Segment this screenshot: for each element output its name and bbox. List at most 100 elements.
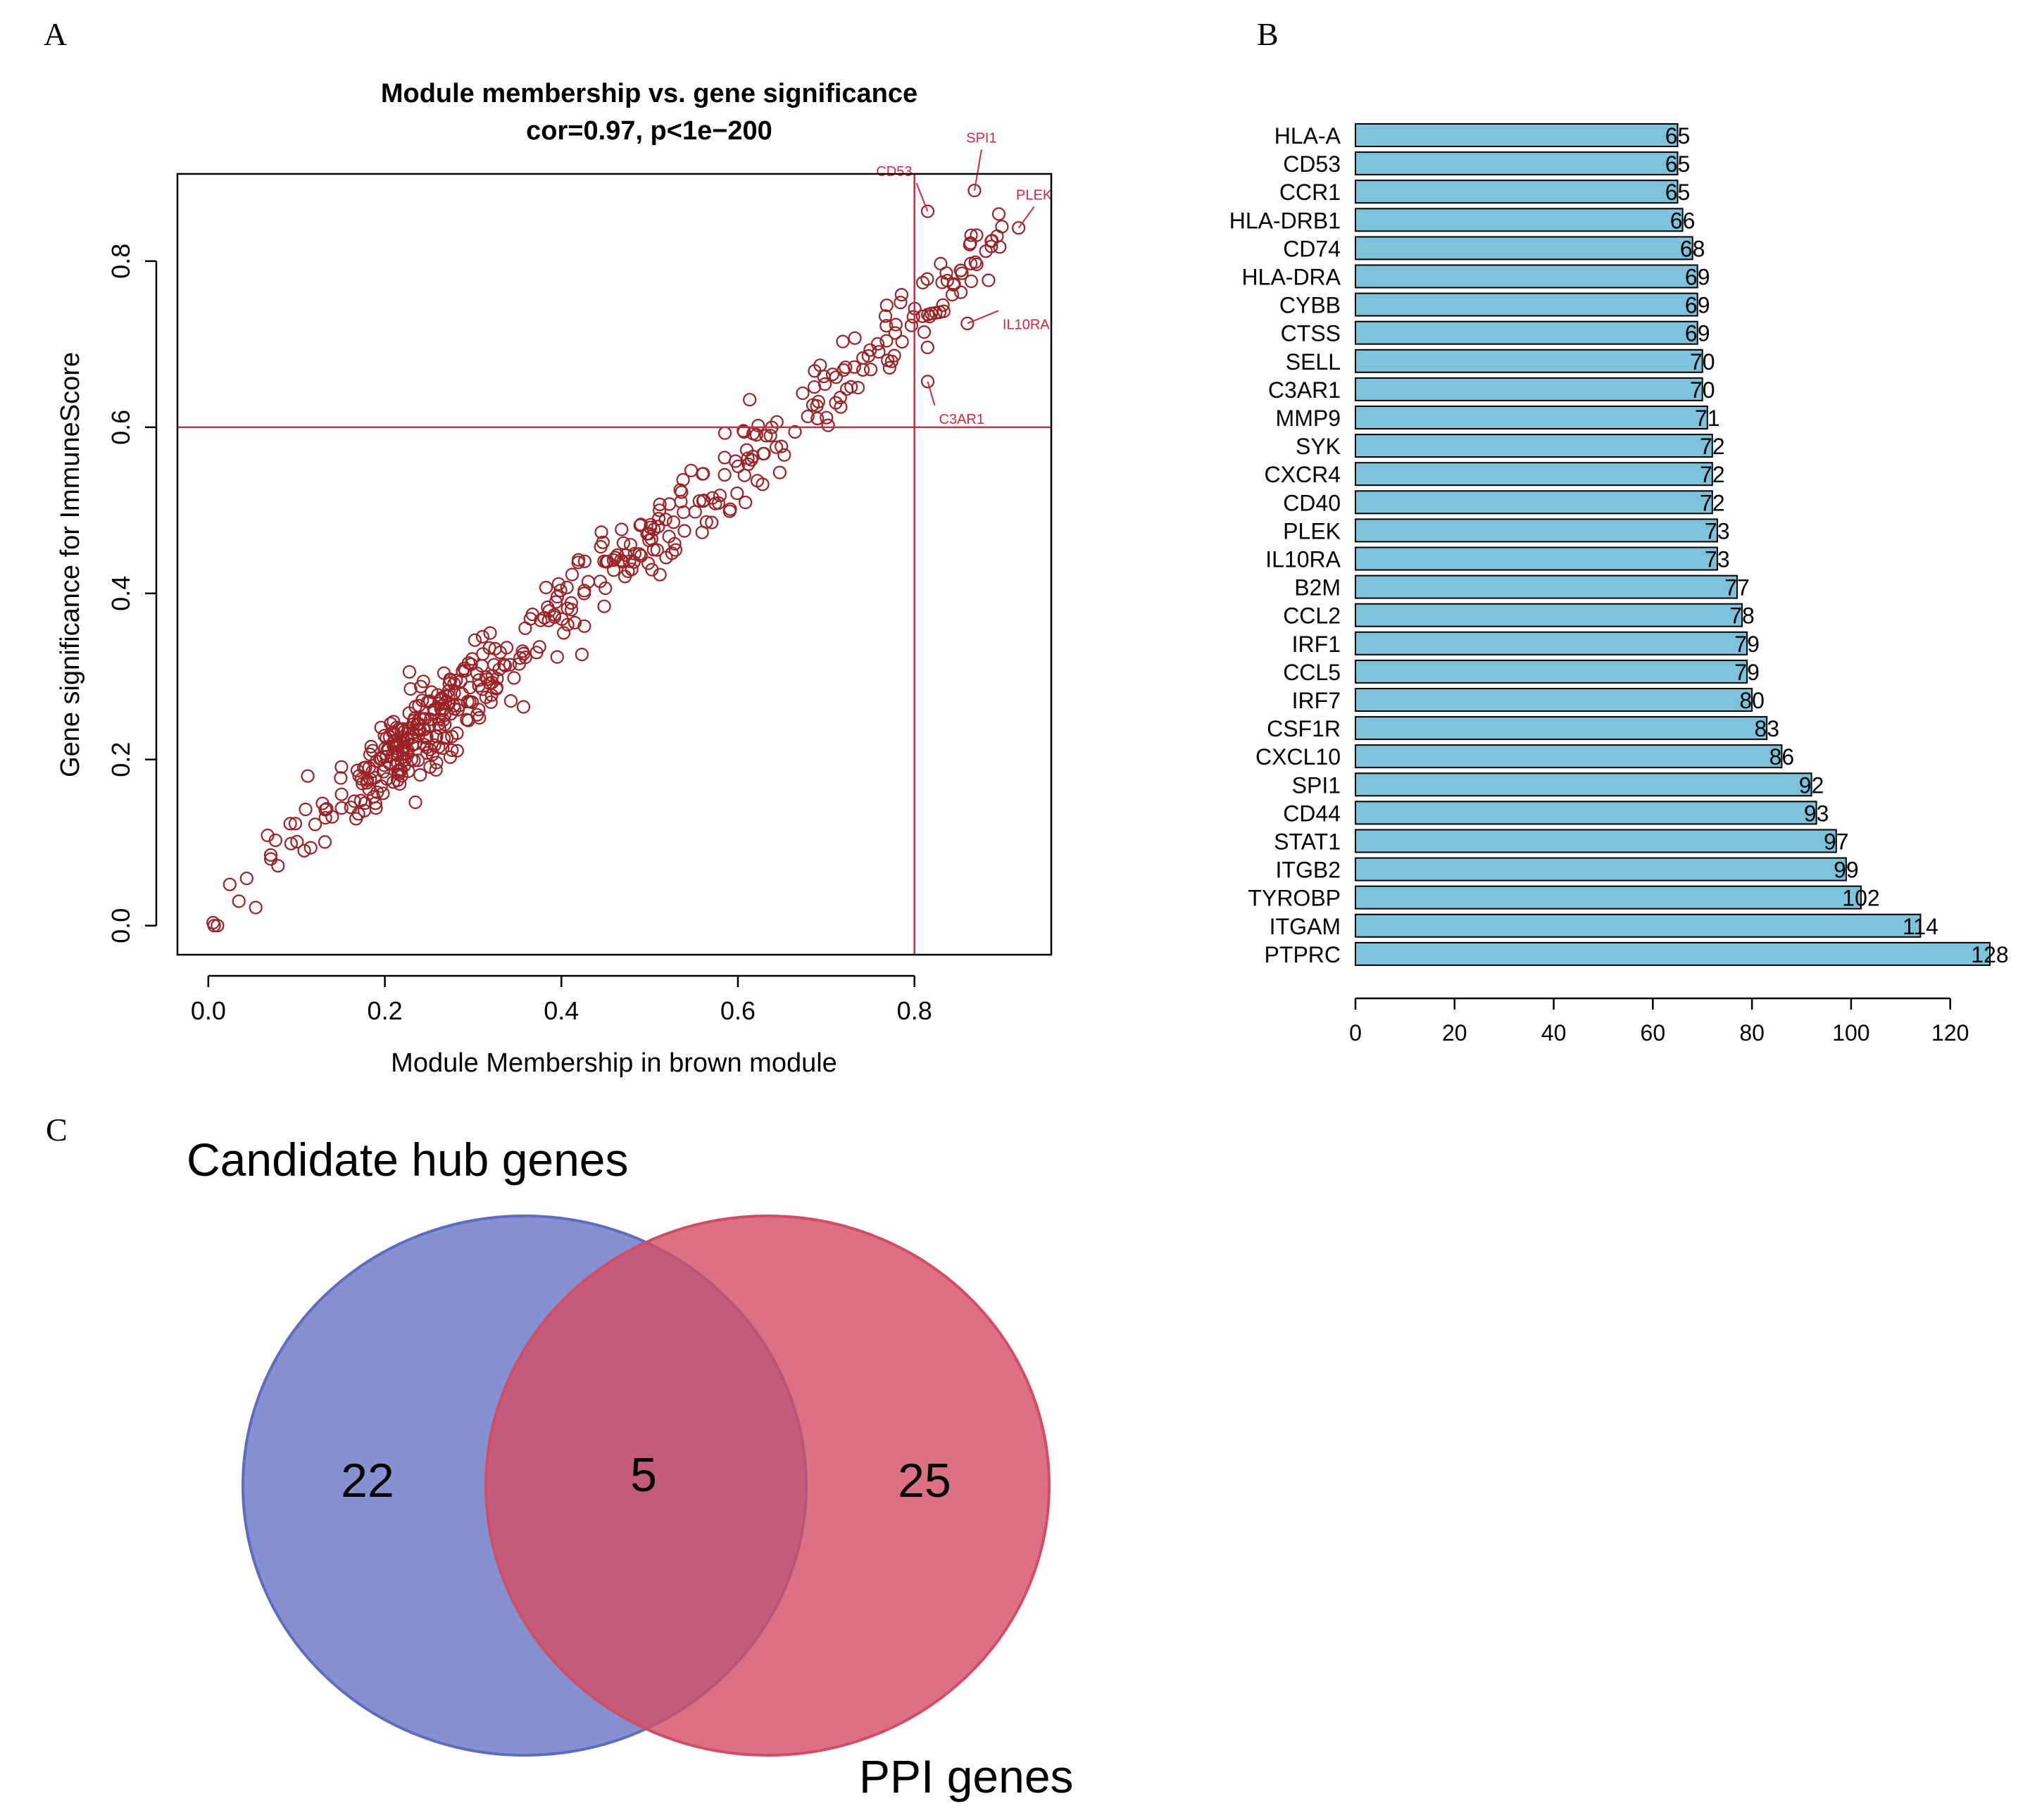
bar-hla-a	[1355, 123, 1679, 147]
scatter-point	[777, 448, 791, 462]
bar-cd74	[1355, 236, 1693, 261]
annotation-arrow	[1017, 206, 1035, 229]
scatter-point	[817, 370, 831, 384]
scatter-point	[432, 696, 446, 710]
scatter-point	[739, 495, 753, 510]
scatter-point	[801, 409, 815, 424]
scatter-point	[889, 318, 903, 332]
bar-value-label: 69	[1685, 293, 1710, 318]
scatter-point	[439, 731, 454, 745]
scatter-point	[772, 465, 787, 479]
bar-itgb2	[1355, 857, 1847, 881]
scatter-point	[450, 743, 464, 758]
bar-itgam	[1355, 913, 1922, 938]
scatter-point	[848, 331, 862, 345]
x-axis: 0.0 0.2 0.4 0.6 0.8	[191, 974, 932, 1025]
scatter-point	[550, 650, 564, 664]
scatter-point	[468, 633, 482, 647]
scatter-point	[523, 612, 537, 626]
scatter-point	[430, 729, 444, 743]
scatter-point	[516, 700, 531, 714]
scatter-point	[851, 380, 865, 395]
scatter-point	[597, 599, 611, 613]
panel-letter-b: B	[1257, 16, 1279, 52]
scatter-point	[290, 834, 304, 849]
scatter-point	[915, 275, 930, 290]
scatter-point	[556, 626, 571, 640]
bar-hla-drb1	[1355, 208, 1684, 232]
venn-set-b-label: PPI genes	[859, 1750, 1074, 1802]
scatter-point	[904, 318, 919, 332]
bar-category-label: HLA-DRA	[1242, 265, 1341, 290]
scatter-point	[623, 538, 638, 552]
scatter-point	[334, 771, 348, 785]
scatter-point	[530, 646, 544, 660]
bar-ctss	[1355, 320, 1698, 345]
scatter-point	[475, 629, 490, 644]
scatter-point	[945, 287, 960, 302]
scatter-point	[936, 298, 950, 312]
bar-value-label: 80	[1739, 688, 1765, 713]
bar-syk	[1355, 434, 1713, 458]
bar-category-label: MMP9	[1276, 406, 1341, 431]
annotation-arrow	[973, 149, 982, 191]
scatter-point	[920, 272, 934, 286]
scatter-point	[403, 682, 418, 696]
scatter-point	[756, 477, 770, 491]
bar-category-label: CTSS	[1281, 321, 1341, 346]
threshold-lines	[177, 174, 1051, 955]
x-tick-label: 0.0	[191, 996, 226, 1025]
venn-count-a-only: 22	[341, 1454, 394, 1507]
bar-value-label: 73	[1705, 518, 1730, 544]
bar-category-label: TYROBP	[1248, 886, 1341, 911]
scatter-point	[806, 398, 820, 412]
scatter-point	[601, 554, 615, 569]
scatter-point	[445, 729, 459, 743]
bar-c3ar1	[1355, 377, 1703, 401]
scatter-point	[430, 688, 445, 702]
bar-mmp9	[1355, 406, 1708, 429]
scatter-point	[301, 769, 315, 783]
scatter-point	[915, 309, 929, 323]
scatter-point	[888, 326, 903, 340]
bar-x-tick-label: 120	[1931, 1020, 1969, 1046]
bar-sell	[1355, 349, 1703, 373]
scatter-point	[953, 285, 968, 299]
y-tick-label: 0.4	[106, 576, 135, 611]
scatter-point	[964, 228, 978, 242]
scatter-point	[920, 340, 934, 355]
plot-frame	[176, 172, 1053, 956]
scatter-point	[879, 334, 894, 348]
x-tick-label: 0.4	[544, 996, 579, 1025]
scatter-point	[844, 379, 858, 394]
scatter-point	[668, 543, 683, 557]
scatter-subtitle: cor=0.97, p<1e−200	[526, 116, 772, 146]
bar-cd44	[1355, 801, 1817, 825]
scatter-point	[284, 836, 298, 851]
scatter-point	[362, 782, 376, 796]
bar-category-label: CXCL10	[1255, 744, 1341, 770]
scatter-point	[615, 522, 629, 536]
gene-label: SPI1	[966, 131, 996, 146]
scatter-point	[445, 743, 459, 758]
scatter-point	[264, 852, 278, 866]
scatter-point	[315, 796, 330, 810]
scatter-point	[497, 658, 511, 672]
bar-value-label: 102	[1842, 886, 1879, 911]
scatter-point	[658, 513, 672, 527]
bar-value-label: 70	[1690, 377, 1715, 403]
scatter-point	[425, 685, 439, 699]
scatter-point	[369, 801, 383, 815]
scatter-point	[737, 468, 751, 482]
scatter-point	[894, 296, 908, 310]
scatter-point	[283, 817, 297, 831]
scatter-point	[878, 309, 893, 323]
scatter-point	[249, 900, 263, 915]
scatter-point	[207, 919, 221, 933]
bar-category-label: CD53	[1283, 151, 1341, 177]
scatter-point	[271, 859, 285, 873]
scatter-point	[821, 418, 835, 432]
scatter-point	[651, 520, 665, 534]
